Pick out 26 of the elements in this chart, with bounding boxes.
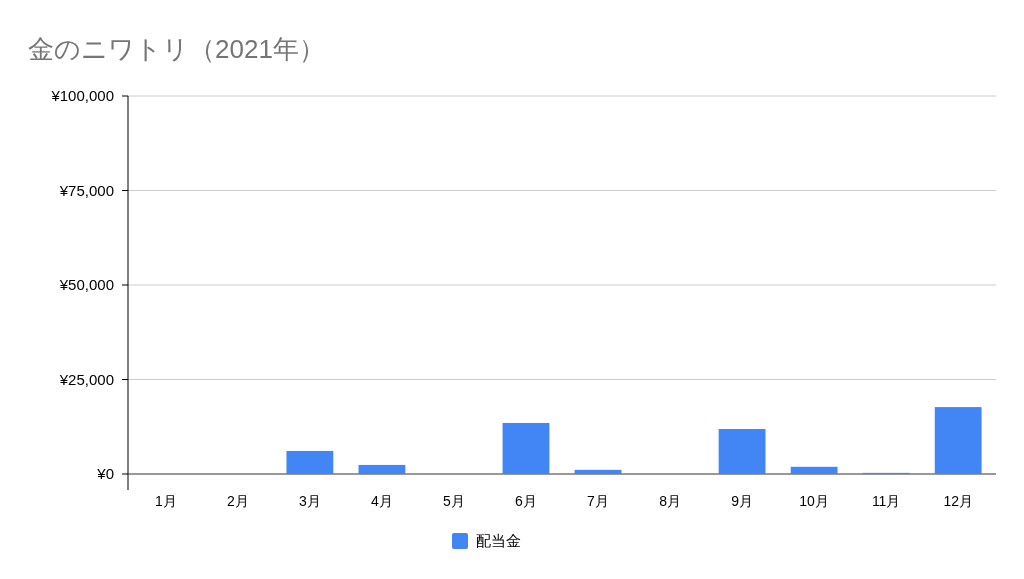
y-tick-label: ¥50,000 — [58, 276, 114, 294]
x-tick-label: 12月 — [943, 493, 973, 509]
x-tick-label: 11月 — [871, 493, 901, 509]
bar — [574, 469, 622, 474]
y-tick-label: ¥0 — [96, 465, 114, 483]
bar — [358, 464, 406, 474]
bar — [934, 407, 982, 474]
bar — [790, 466, 838, 474]
x-tick-label: 9月 — [731, 493, 753, 509]
legend-label: 配当金 — [476, 532, 521, 550]
x-tick-label: 4月 — [371, 493, 393, 509]
y-tick-label: ¥75,000 — [58, 181, 114, 199]
x-tick-label: 10月 — [799, 493, 829, 509]
chart-title: 金のニワトリ（2021年） — [28, 34, 325, 64]
x-tick-label: 3月 — [298, 493, 321, 509]
x-tick-label: 1月 — [154, 493, 177, 509]
x-tick-label: 8月 — [659, 493, 681, 509]
y-tick-label: ¥100,000 — [50, 87, 114, 105]
x-tick-label: 7月 — [587, 493, 609, 509]
bar — [718, 429, 766, 474]
x-tick-label: 5月 — [443, 493, 465, 509]
y-tick-label: ¥25,000 — [58, 370, 114, 388]
x-tick-label: 6月 — [515, 493, 537, 509]
bar — [286, 450, 334, 474]
bar — [502, 422, 550, 474]
x-tick-label: 2月 — [226, 493, 249, 509]
